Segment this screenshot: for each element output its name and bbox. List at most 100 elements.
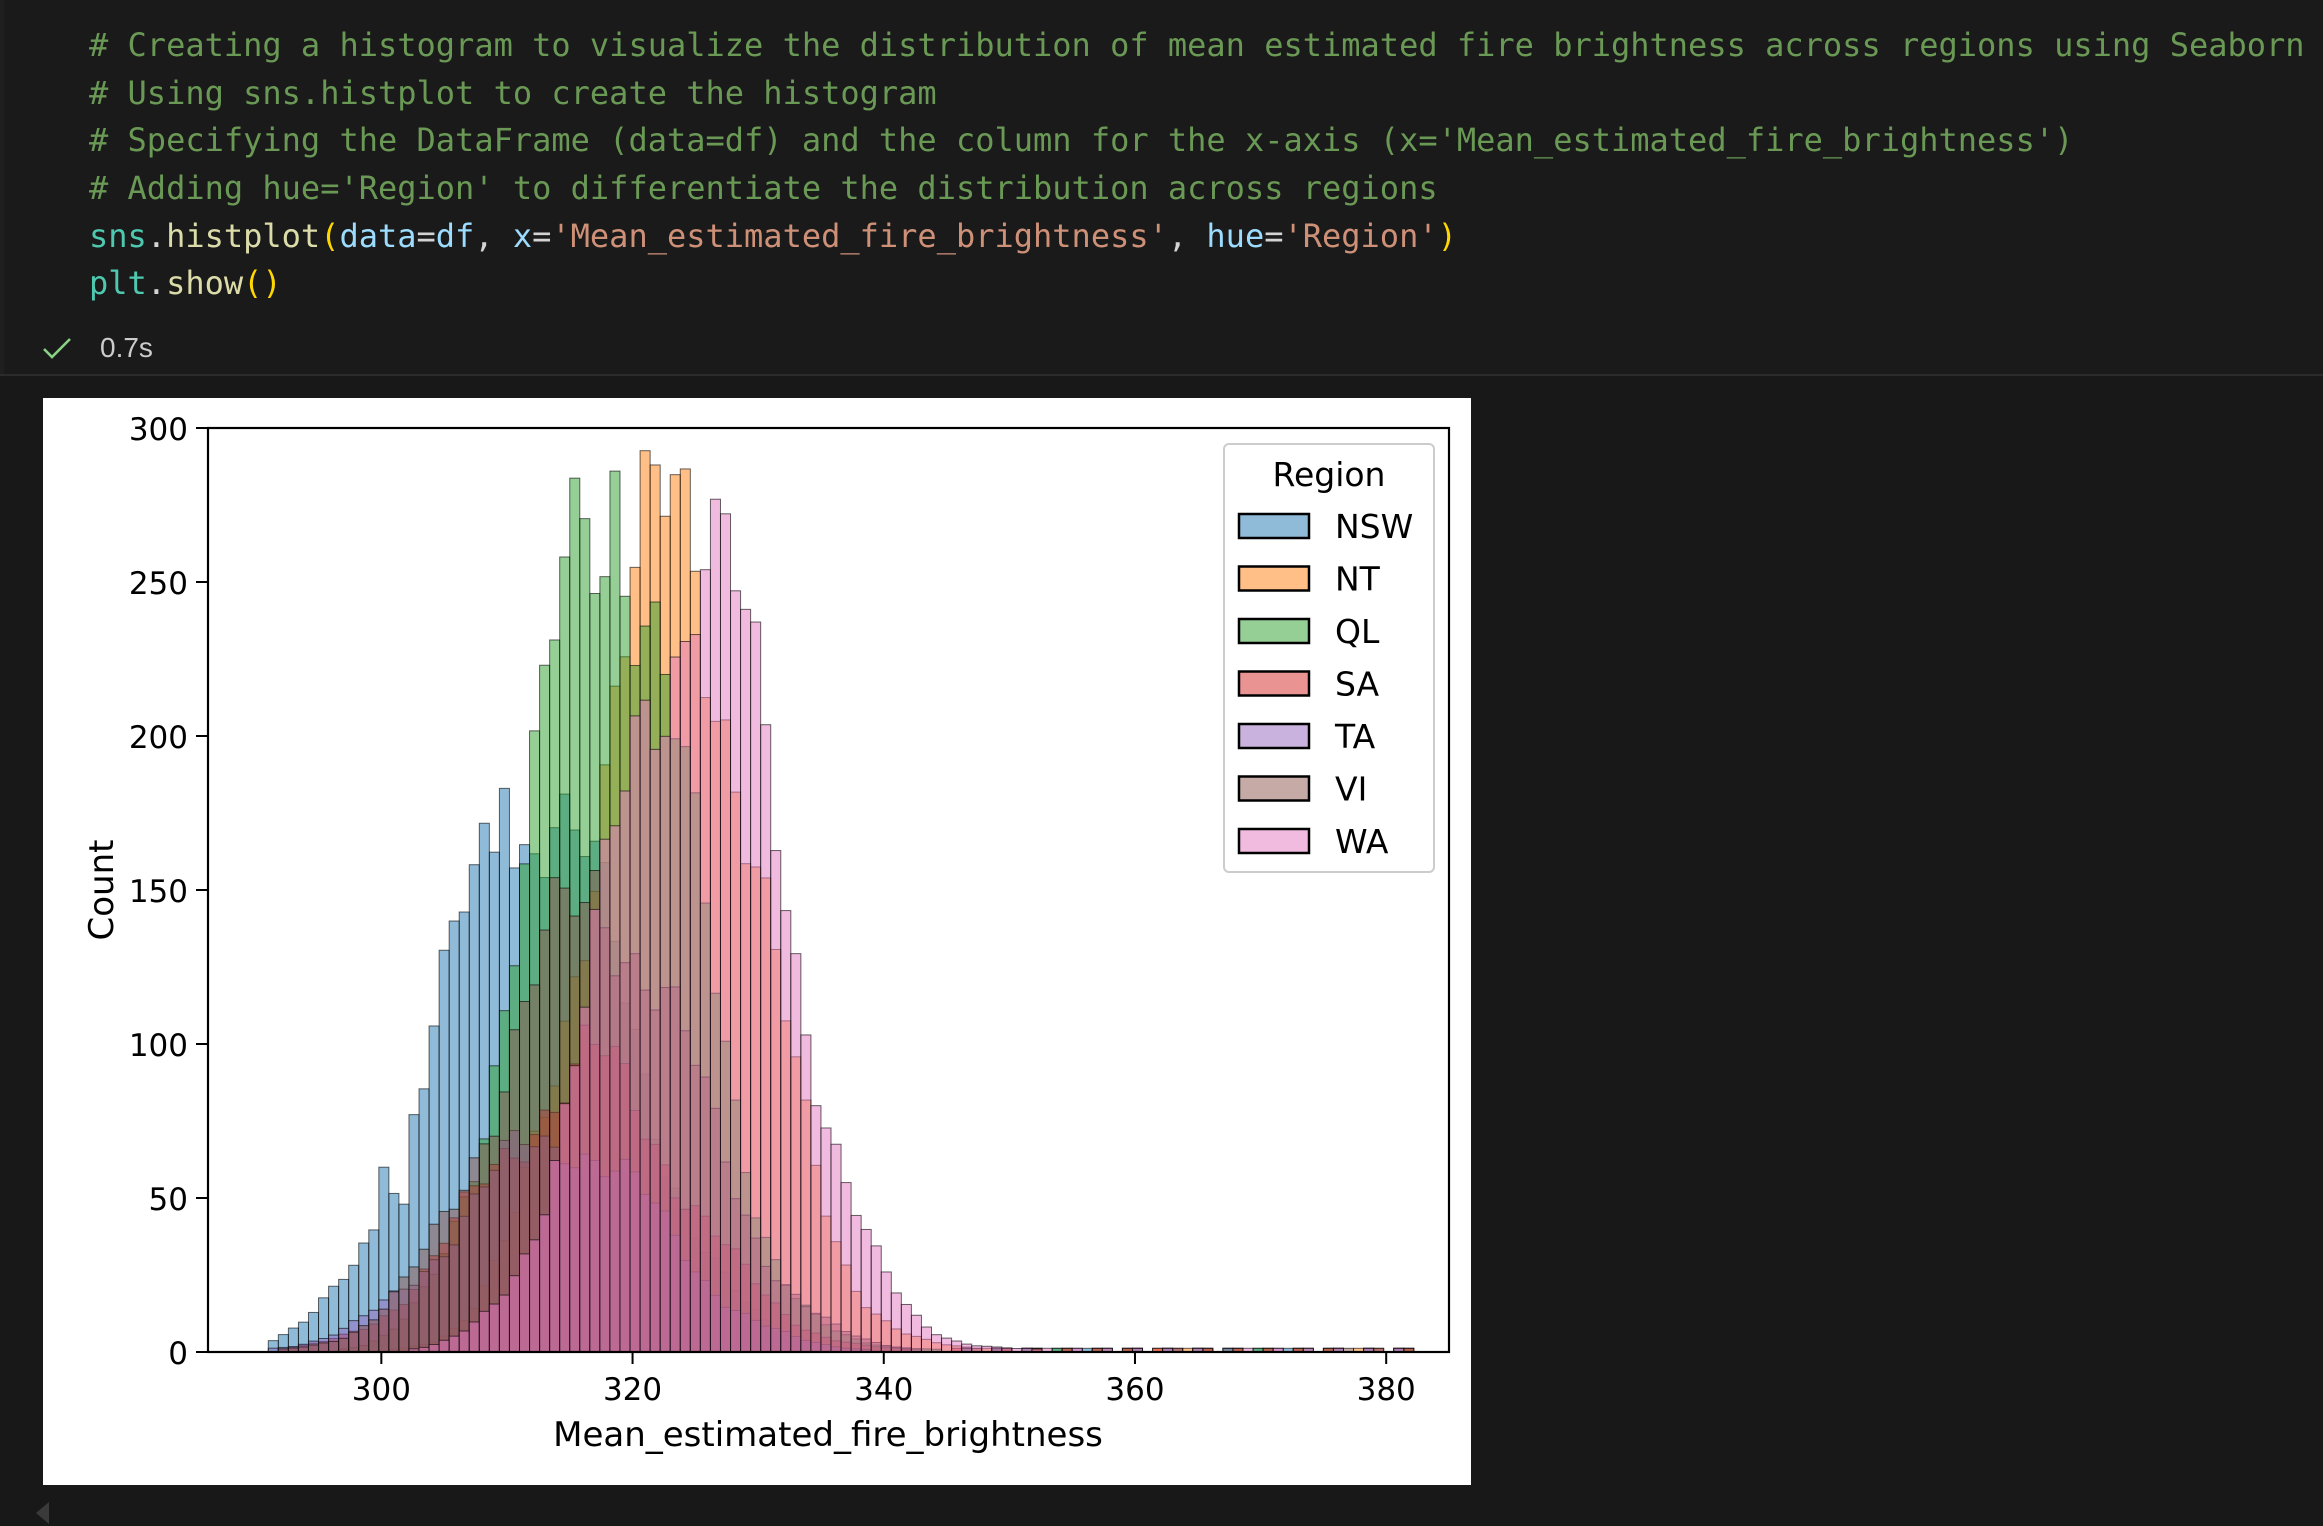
y-axis-label: Count [82, 840, 122, 941]
legend-label: WA [1335, 822, 1389, 861]
code-token: , [1167, 216, 1207, 255]
histogram-bar [529, 1239, 541, 1353]
histogram-figure: 0 50 100 150 200 250 300 300 320 340 360 380 Mean_… [43, 398, 1471, 1485]
code-token: 'Mean_estimated_fire_brightness' [551, 216, 1168, 255]
histogram-bar [539, 1214, 551, 1353]
code-line[interactable]: plt.show() [89, 260, 2305, 308]
code-token: = [1264, 216, 1284, 255]
check-icon [43, 338, 71, 359]
histogram-bar [428, 1343, 440, 1353]
y-tick-label: 0 [168, 1336, 188, 1372]
legend-label: NSW [1335, 507, 1413, 546]
histogram-bar [770, 850, 782, 1353]
legend-swatch [1237, 722, 1311, 750]
execution-time: 0.7s [100, 332, 153, 363]
histogram-bar [599, 838, 611, 1353]
histogram-bar [890, 1292, 902, 1353]
code-line[interactable]: sns.histplot(data=df, x='Mean_estimated_… [89, 213, 2305, 261]
legend-label: NT [1335, 560, 1381, 599]
histogram-bar [830, 1143, 842, 1353]
histogram-bar [951, 1340, 963, 1353]
histogram-bar [870, 1245, 882, 1353]
histogram-bar [920, 1326, 933, 1353]
x-tick-label: 380 [1357, 1372, 1416, 1408]
x-axis-label: Mean_estimated_fire_brightness [553, 1415, 1103, 1455]
code-cell[interactable]: # Creating a histogram to visualize the … [0, 0, 2323, 374]
legend-swatch [1237, 670, 1311, 697]
code-token: # Specifying the DataFrame (data=df) and… [89, 121, 2074, 160]
histogram-bar [498, 1294, 510, 1353]
code-token: df [435, 216, 475, 255]
histogram-bar [850, 1214, 862, 1353]
histogram-bar [800, 1034, 812, 1353]
code-token: data [339, 216, 417, 255]
execution-status: 0.7s [40, 328, 153, 368]
histogram-bar [609, 825, 621, 1353]
y-tick-label: 100 [129, 1028, 188, 1064]
legend-label: TA [1334, 717, 1376, 756]
histogram-bar [569, 1065, 581, 1353]
histogram-bar [810, 1105, 822, 1353]
legend-label: VI [1335, 770, 1367, 809]
code-token: . [146, 216, 167, 255]
y-tick-label: 200 [129, 720, 188, 756]
histogram-bar [468, 1321, 480, 1353]
histogram-bar [398, 1276, 410, 1353]
histogram-bar [719, 513, 732, 1353]
code-editor[interactable]: # Creating a histogram to visualize the … [89, 22, 2305, 308]
histogram-bar [639, 699, 651, 1353]
histogram-bar [478, 1310, 490, 1353]
histogram-bar [679, 641, 691, 1353]
code-token: # Creating a histogram to visualize the … [89, 26, 2305, 64]
histogram-bar [941, 1337, 953, 1353]
histogram-bar [348, 1331, 360, 1353]
code-token: sns [89, 216, 147, 255]
code-token: # Using sns.histplot to create the histo… [89, 73, 937, 112]
histogram-bar [820, 1127, 832, 1353]
histogram-bar [579, 1006, 591, 1353]
legend-box [1223, 443, 1435, 873]
code-token: hue [1206, 216, 1265, 255]
legend-title: Region [1273, 455, 1386, 494]
histogram-bar [418, 1248, 430, 1353]
x-tick-label: 360 [1105, 1372, 1164, 1408]
histogram-bar [458, 1189, 470, 1353]
legend: Region NSW NT QL SA TA VI WA [1223, 443, 1435, 873]
legend-item-ql: QL [1237, 612, 1380, 651]
histogram-bar [780, 910, 792, 1353]
histogram-bar [338, 1337, 350, 1353]
y-tick-label: 250 [129, 566, 188, 602]
histogram-bar [438, 1339, 450, 1353]
histogram-bar [740, 608, 752, 1353]
histogram-bar [428, 1223, 440, 1353]
scroll-left-arrow[interactable] [36, 1502, 49, 1524]
histogram-bar [438, 1210, 450, 1353]
legend-item-sa: SA [1237, 665, 1380, 704]
code-token: () [243, 264, 282, 303]
y-tick-label: 50 [149, 1182, 188, 1218]
histogram-bar [860, 1228, 872, 1353]
histogram-bar [900, 1303, 912, 1353]
histogram-chart: 0 50 100 150 200 250 300 300 320 340 360 380 Mean_… [82, 412, 1451, 1455]
legend-label: QL [1335, 612, 1380, 651]
histogram-bar [840, 1182, 852, 1353]
code-line[interactable]: # Specifying the DataFrame (data=df) and… [89, 117, 2305, 165]
legend-label: SA [1335, 665, 1380, 704]
histogram-bar [378, 1308, 390, 1353]
histogram-bar [318, 1342, 330, 1353]
code-token: 'Region' [1283, 216, 1438, 255]
code-line[interactable]: # Using sns.histplot to create the histo… [89, 70, 2305, 118]
histogram-bar [408, 1266, 420, 1353]
histogram-bar [508, 1275, 521, 1353]
histogram-bar [709, 498, 721, 1353]
histogram-bar [549, 1160, 561, 1353]
histogram-bar [448, 1335, 460, 1353]
code-token: x [512, 216, 533, 255]
code-line[interactable]: # Creating a histogram to visualize the … [89, 22, 2305, 70]
histogram-bar [328, 1340, 340, 1353]
legend-item-wa: WA [1237, 822, 1389, 861]
code-line[interactable]: # Adding hue='Region' to differentiate t… [89, 165, 2305, 213]
legend-swatch [1237, 775, 1311, 802]
y-axis: 0 50 100 150 200 250 300 [129, 412, 208, 1372]
code-token: = [416, 216, 436, 255]
